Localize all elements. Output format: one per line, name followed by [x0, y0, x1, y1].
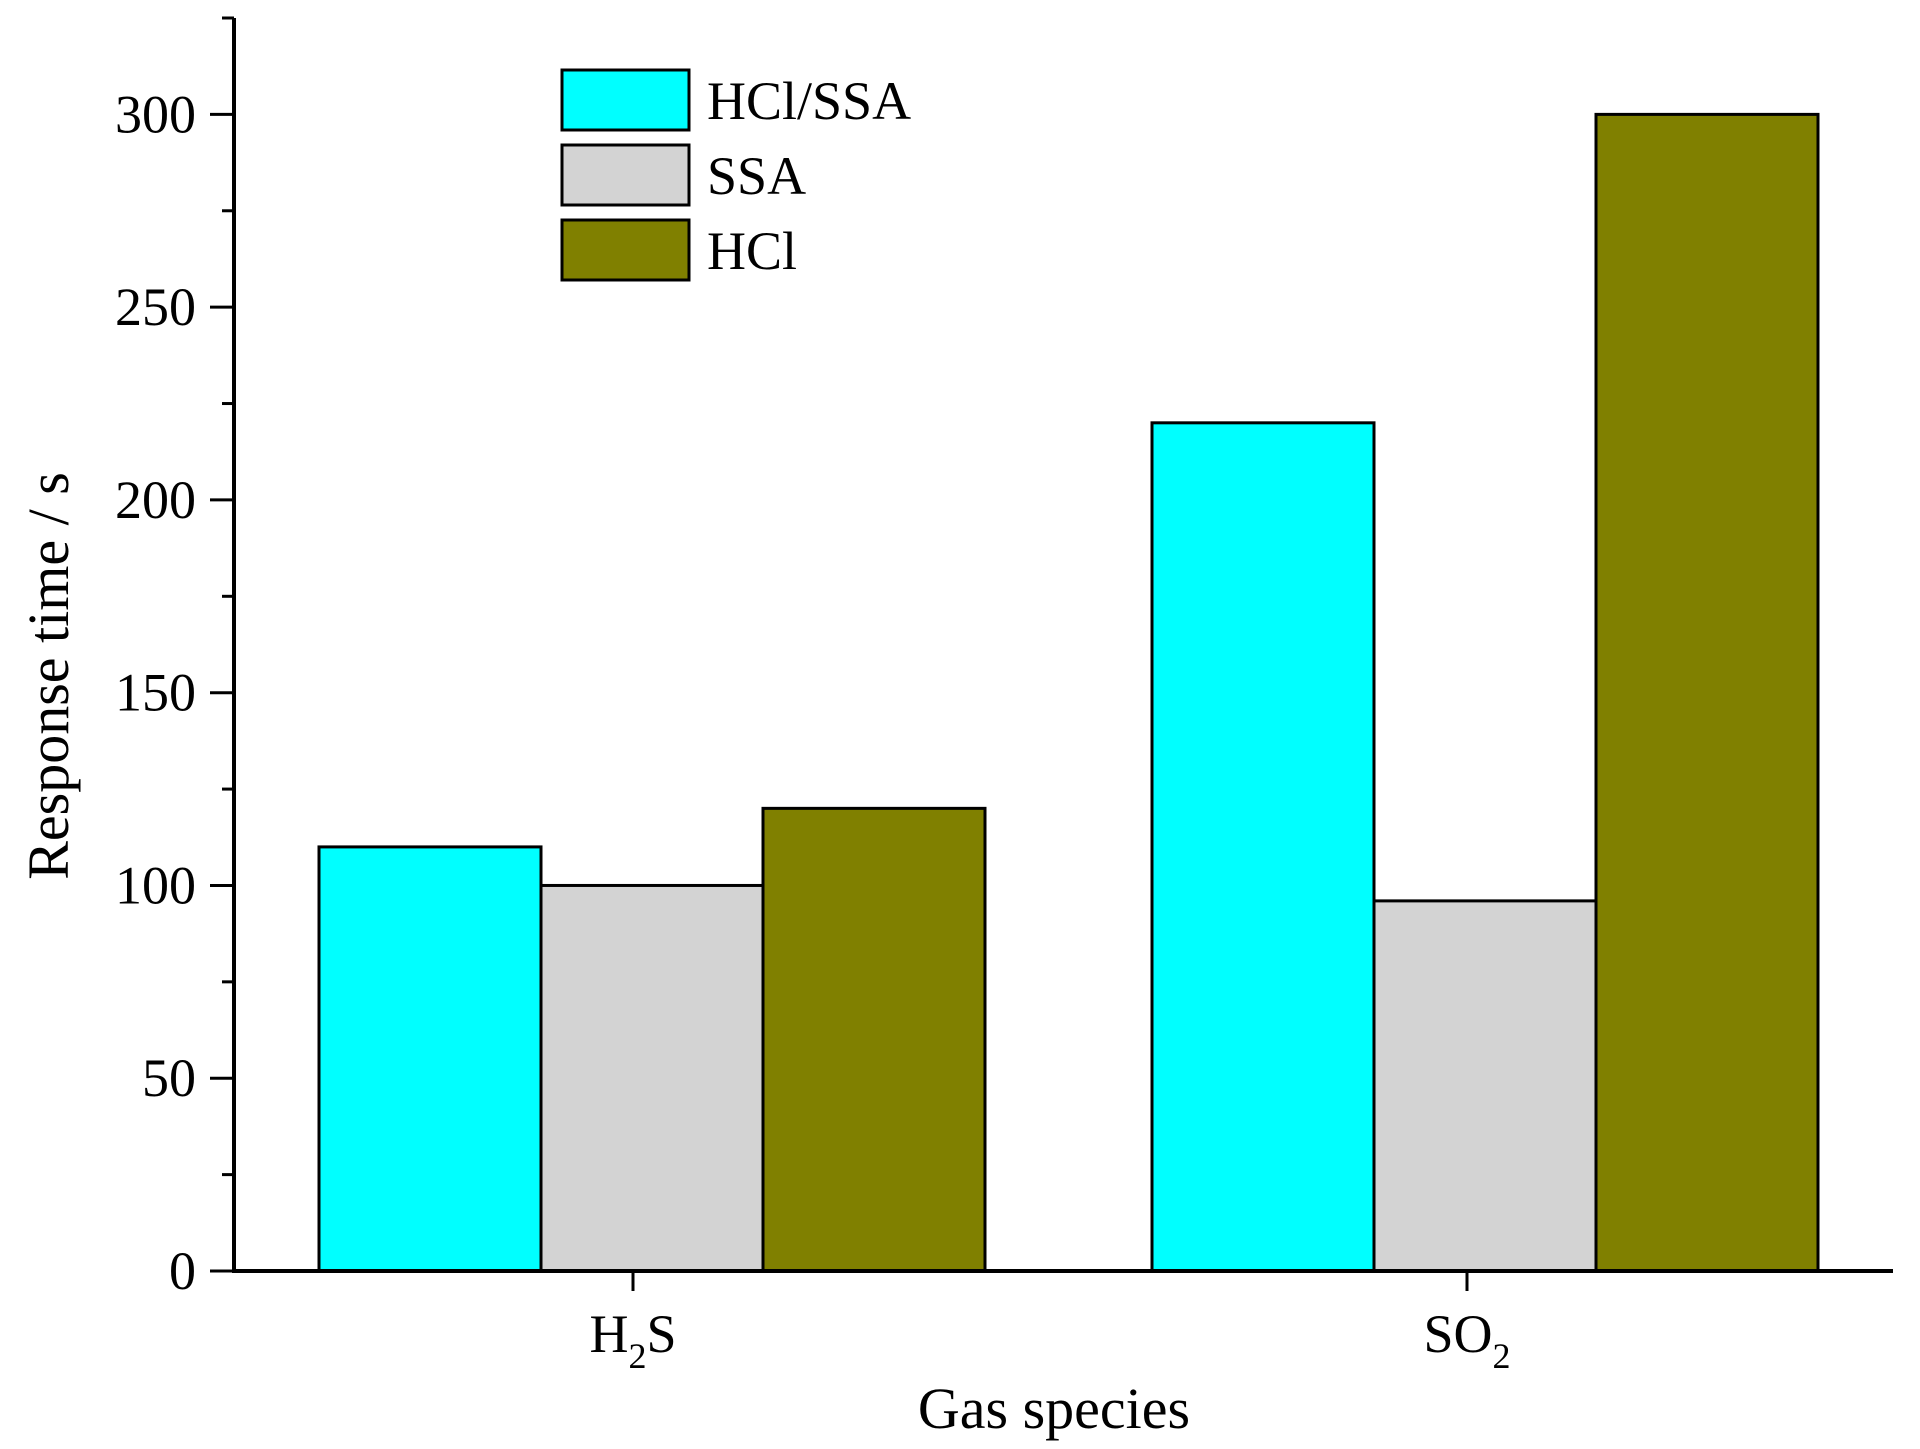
bar-hcl-h2s	[761, 806, 987, 1273]
legend-label: HCl/SSA	[707, 71, 911, 131]
legend-swatch	[560, 68, 691, 132]
bar-hcl-so2	[1594, 112, 1820, 1273]
y-tick-label: 200	[115, 470, 196, 530]
bars-layer	[317, 112, 1820, 1273]
bar-hcl-ssa-h2s	[317, 845, 543, 1273]
bar-hcl-ssa-so2	[1150, 421, 1376, 1273]
y-tick-label: 250	[115, 277, 196, 337]
bar-ssa-so2	[1372, 899, 1598, 1273]
legend-label: HCl	[707, 221, 797, 281]
y-tick-label: 0	[169, 1241, 196, 1301]
axes-layer	[210, 16, 1893, 1291]
legend-label: SSA	[707, 146, 806, 206]
x-category-label: H2S	[589, 1304, 676, 1376]
x-axis-title: Gas species	[918, 1376, 1190, 1441]
y-tick-label: 300	[115, 84, 196, 144]
legend: HCl/SSA SSA HCl	[560, 68, 911, 282]
x-category-label: SO2	[1423, 1304, 1510, 1376]
y-tick-label: 150	[115, 663, 196, 723]
legend-swatch	[560, 218, 691, 282]
labels-layer: 0 50 100 150 200 250 300 H2S SO2 Gas species Respo…	[16, 84, 1511, 1441]
legend-swatch	[560, 143, 691, 207]
y-tick-label: 50	[142, 1048, 196, 1108]
y-tick-label: 100	[115, 855, 196, 915]
bar-ssa-h2s	[539, 883, 765, 1273]
y-axis-title: Response time / s	[16, 472, 81, 880]
